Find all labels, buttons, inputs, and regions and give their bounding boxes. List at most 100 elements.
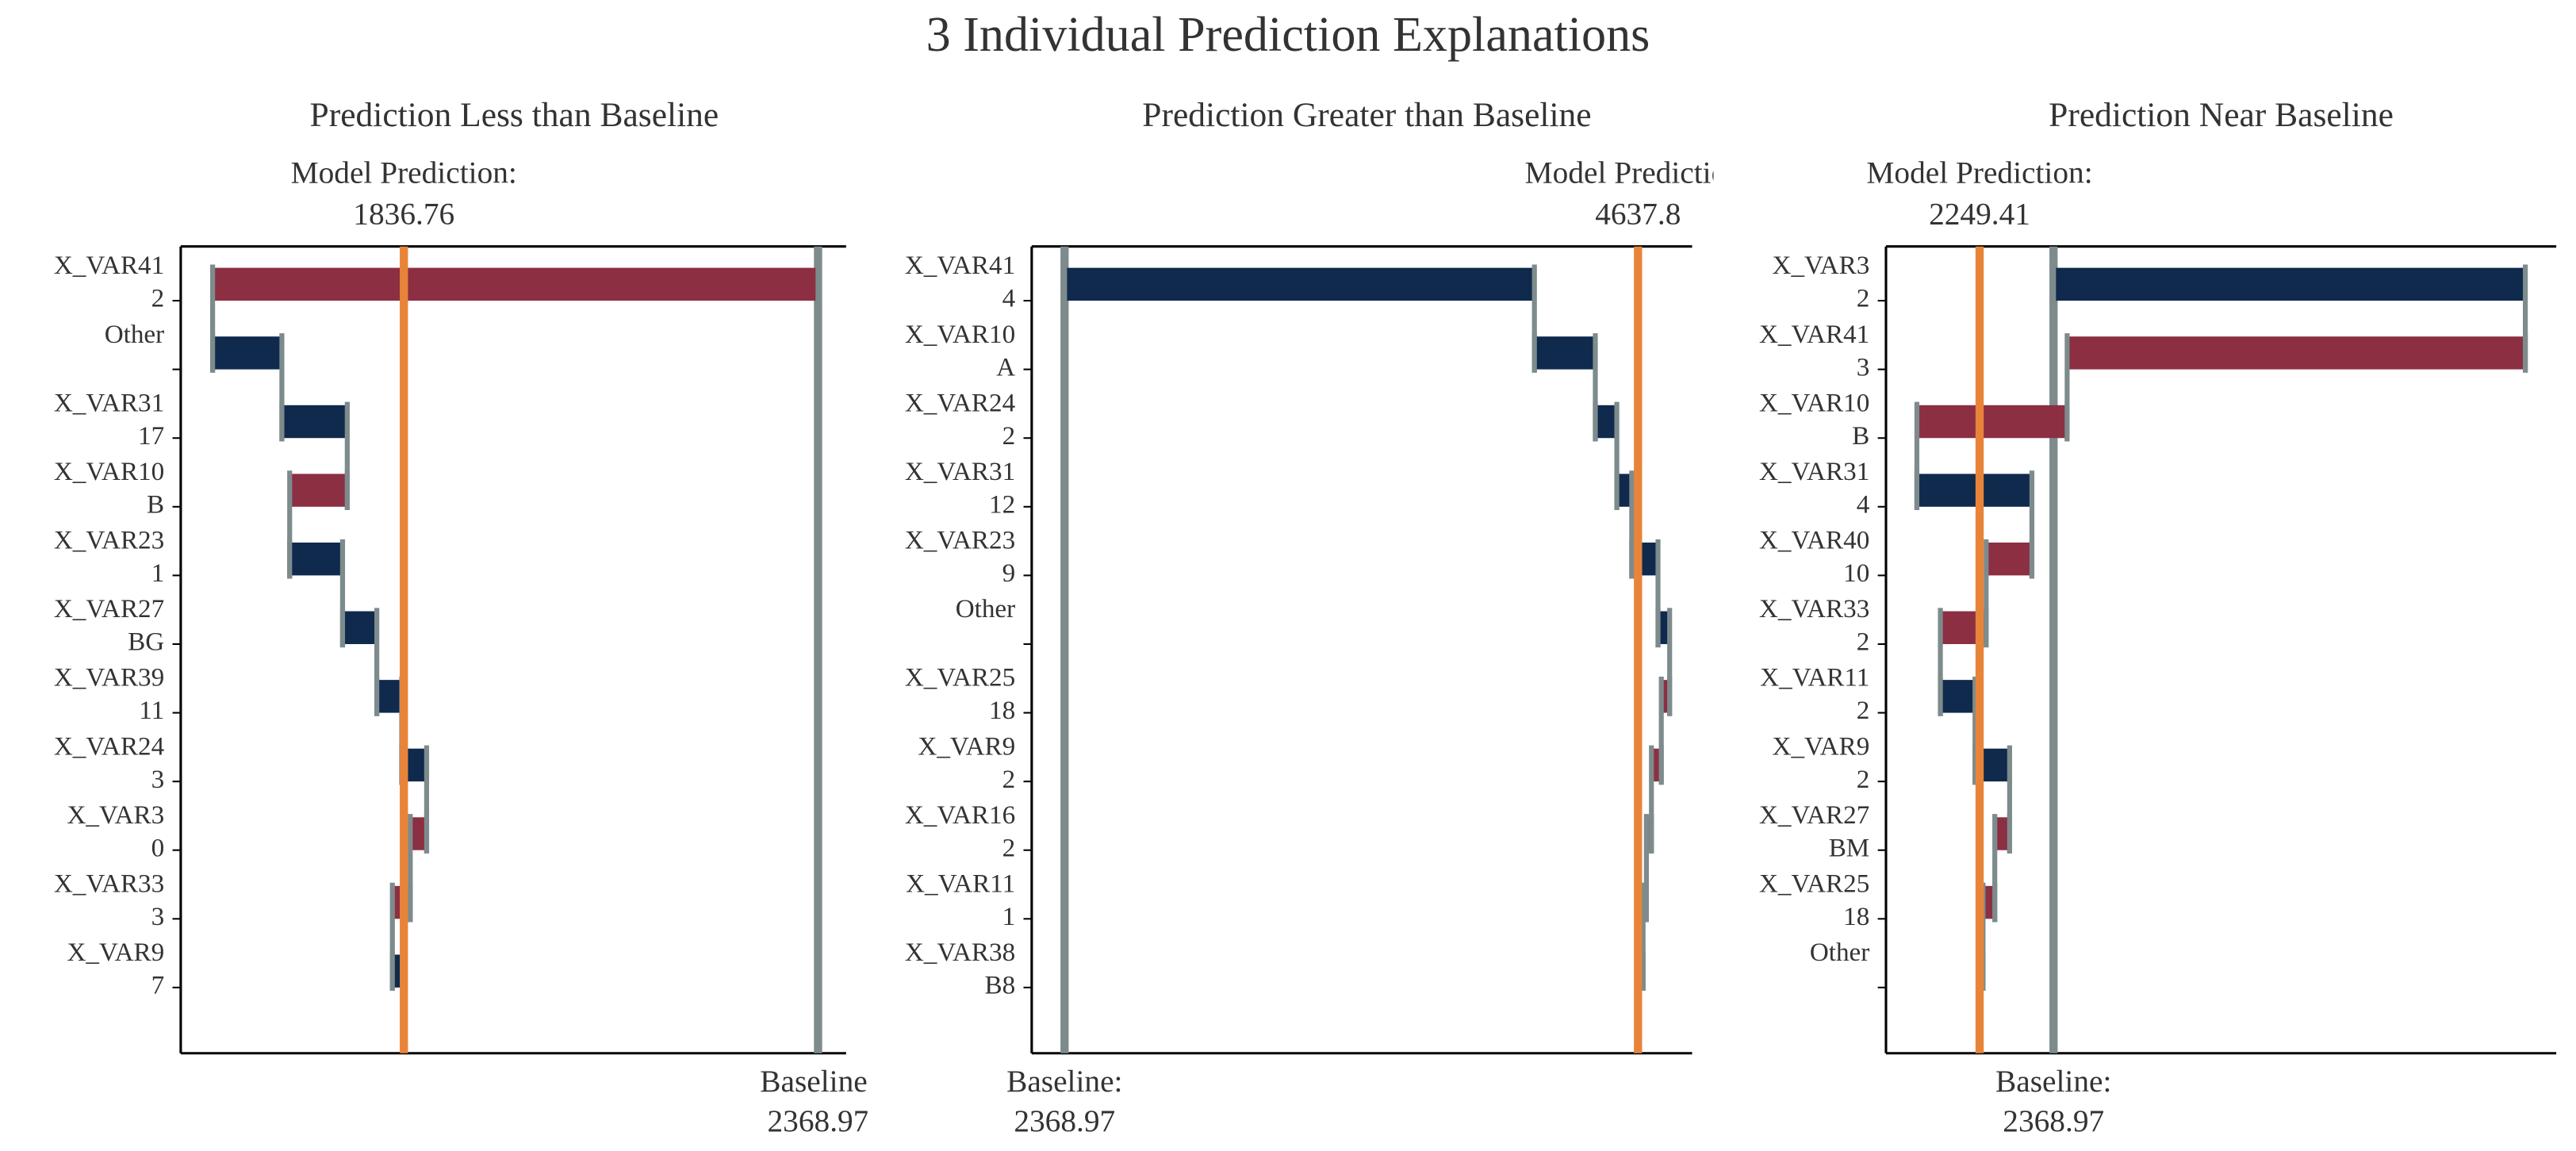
chart-title: 3 Individual Prediction Explanations [926,8,1650,62]
bar [282,405,347,439]
feature-value: 3 [1857,352,1870,382]
feature-name: X_VAR31 [54,388,164,417]
panel-title: Prediction Near Baseline [2049,96,2394,134]
feature-name: X_VAR9 [67,938,164,967]
feature-name: X_VAR3 [67,800,164,830]
feature-name: Other [956,594,1015,623]
bar [289,542,343,576]
prediction-value: 4637.8 [1595,196,1681,231]
feature-value: 2 [1002,421,1016,451]
bar [1646,817,1652,850]
feature-name: X_VAR31 [1759,457,1869,486]
feature-name: X_VAR40 [1759,526,1869,555]
bar [1595,405,1617,439]
panel: Prediction Less than Baseline Model Predi… [54,96,876,1138]
panel: Prediction Greater than Baseline Model Pr… [905,96,1714,1138]
feature-name: X_VAR38 [905,938,1015,967]
bar [342,611,378,644]
feature-name: X_VAR16 [905,800,1015,830]
feature-name: Other [105,320,164,349]
feature-name: X_VAR23 [54,526,164,555]
feature-value: 2 [1857,284,1870,313]
feature-value: 11 [139,696,164,725]
feature-name: X_VAR41 [905,251,1015,280]
prediction-label: Model Prediction: [1866,155,2092,190]
panel-title: Prediction Less than Baseline [310,96,719,134]
feature-name: X_VAR11 [1760,663,1869,693]
feature-name: X_VAR41 [1759,320,1869,349]
feature-value: 10 [1843,558,1869,588]
feature-name: X_VAR24 [54,731,165,761]
feature-value: 4 [1857,489,1870,519]
feature-value: 2 [1857,765,1870,794]
feature-value: 12 [989,489,1015,519]
bar [1916,405,2068,439]
feature-name: X_VAR10 [54,457,164,486]
feature-name: X_VAR24 [905,388,1016,417]
feature-value: 2 [151,284,165,313]
baseline-value: 2368.97 [1014,1103,1115,1138]
feature-name: X_VAR31 [905,457,1015,486]
feature-name: X_VAR33 [54,869,164,898]
bar [1983,885,1995,919]
feature-value: 2 [1002,765,1016,794]
prediction-value: 1836.76 [353,196,454,231]
bars [209,264,821,992]
feature-name: X_VAR3 [1773,251,1870,280]
feature-value: B [147,489,164,519]
prediction-label: Model Prediction: [291,155,517,190]
feature-value: 2 [1857,627,1870,657]
bar [1995,817,2010,850]
feature-value: 0 [151,833,165,862]
feature-name: X_VAR27 [1759,800,1869,830]
feature-value: B [1852,421,1869,451]
feature-value: 1 [151,558,165,588]
feature-value: 2 [1857,696,1870,725]
bar [213,336,282,370]
feature-value: 7 [151,971,165,1000]
bar [1616,474,1632,507]
bar [289,474,347,507]
bar [2067,336,2526,370]
bar [410,817,427,850]
feature-value: 4 [1002,284,1016,313]
feature-value: 9 [1002,558,1016,588]
panel-title: Prediction Greater than Baseline [1142,96,1591,134]
feature-value: BM [1829,833,1870,862]
feature-name: X_VAR41 [54,251,164,280]
bar [1651,748,1662,782]
baseline-value: 2368.97 [2003,1103,2104,1138]
baseline-label: Baseline: [1006,1064,1122,1099]
feature-name: X_VAR10 [1759,388,1869,417]
baseline-label: Baseline: [1995,1064,2111,1099]
feature-value: BG [128,627,164,657]
feature-name: X_VAR25 [905,663,1015,693]
feature-value: 17 [138,421,164,451]
bar [1916,474,2032,507]
feature-value: 18 [989,696,1015,725]
bars [1914,264,2528,992]
feature-name: X_VAR11 [906,869,1015,898]
feature-name: X_VAR23 [905,526,1015,555]
prediction-value: 2249.41 [1929,196,2030,231]
bar [1534,336,1596,370]
feature-name: X_VAR9 [1773,731,1870,761]
bar [1986,542,2032,576]
bar [377,680,402,713]
feature-value: A [996,352,1015,382]
feature-name: X_VAR27 [54,594,164,623]
bar [1658,611,1670,644]
feature-value: 3 [151,765,165,794]
panel: Prediction Near Baseline Model Prediction… [1759,96,2557,1138]
bar [1940,680,1976,713]
feature-name: X_VAR9 [918,731,1015,761]
feature-value: 18 [1843,902,1869,931]
feature-name: X_VAR10 [905,320,1015,349]
feature-name: X_VAR33 [1759,594,1869,623]
feature-name: Other [1810,938,1869,967]
baseline-label: Baseline: [760,1064,876,1099]
bar [2053,267,2526,301]
bars [1062,264,1673,992]
